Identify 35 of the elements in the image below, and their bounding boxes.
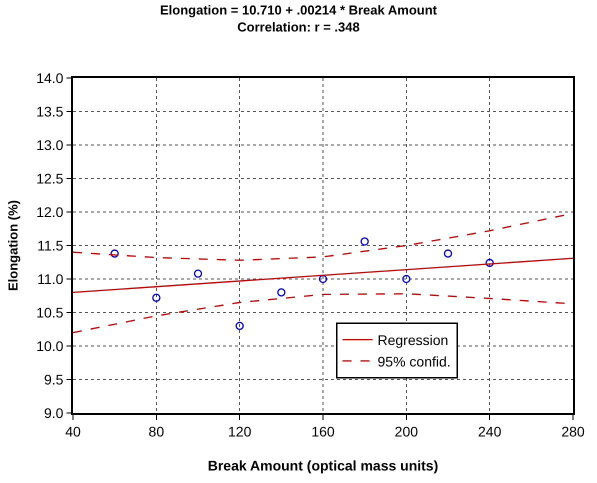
x-tick-label: 40: [65, 424, 81, 440]
x-tick-label: 200: [394, 424, 418, 440]
y-tick-label: 10.5: [36, 304, 64, 320]
x-tick-label: 240: [478, 424, 502, 440]
x-tick-label: 120: [228, 424, 252, 440]
point: [360, 237, 369, 246]
y-tick-label: 13.0: [36, 136, 64, 153]
legend-label: Regression: [378, 332, 448, 348]
y-tick-label: 13.5: [36, 103, 64, 120]
y-tick-label: 9.5: [44, 371, 64, 388]
x-tick-label: 80: [148, 424, 164, 440]
y-tick-label: 10.0: [36, 338, 64, 354]
y-tick-label: 9.0: [44, 404, 64, 421]
point: [444, 249, 452, 258]
x-tick-label: 160: [311, 424, 335, 440]
y-tick-label: 14.0: [36, 70, 64, 86]
point: [486, 258, 494, 268]
chart-subtitle: Correlation: r = .348: [237, 19, 360, 34]
legend-label: 95% confid.: [378, 353, 451, 370]
chart-title: Elongation = 10.710 + .00214 * Break Amount: [160, 2, 438, 18]
point: [194, 269, 202, 278]
point: [110, 249, 119, 258]
line-series: [73, 212, 573, 261]
point: [402, 274, 410, 284]
x-tick-label: 280: [561, 424, 585, 440]
point: [236, 322, 244, 330]
y-tick-label: 11.5: [37, 237, 64, 254]
y-tick-label: 12.5: [36, 170, 64, 186]
y-tick-label: 12.0: [36, 204, 64, 220]
point: [152, 294, 160, 302]
point: [277, 288, 286, 297]
y-axis-title: Elongation (%): [6, 200, 21, 291]
x-axis-title: Break Amount (optical mass units): [208, 457, 438, 474]
point: [318, 274, 328, 284]
y-tick-label: 11.0: [37, 270, 64, 287]
